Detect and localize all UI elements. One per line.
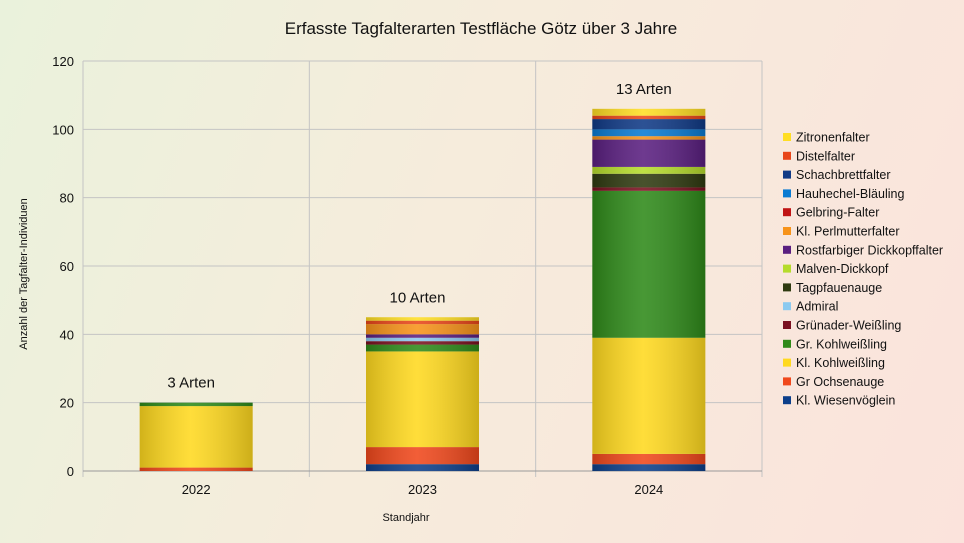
x-axis-label: Standjahr (382, 512, 429, 524)
bar-segment-shade (592, 187, 706, 191)
legend-swatch (783, 208, 791, 217)
y-tick-label: 40 (60, 327, 74, 342)
legend-swatch (783, 302, 791, 311)
bar-segment-shade (366, 464, 479, 471)
x-tick-label: 2024 (634, 482, 663, 497)
y-axis-label: Anzahl der Tagfalter-Individuen (18, 198, 30, 349)
legend-entry: Zitronenfalter (796, 131, 870, 145)
bar-segment-shade (366, 341, 479, 345)
y-tick-label: 120 (52, 54, 74, 69)
y-tick-label: 80 (60, 191, 74, 206)
bar-segment-shade (366, 324, 479, 335)
bar-segment-shade (366, 344, 479, 352)
bar-segment-shade (592, 337, 706, 454)
bar-segment-shade (592, 119, 706, 130)
legend-entry: Malven-Dickkopf (796, 262, 889, 276)
legend-entry: Gr. Kohlweißling (796, 337, 887, 351)
legend-entry: Kl. Kohlweißling (796, 356, 885, 370)
y-tick-label: 100 (52, 122, 74, 137)
bar-segment-shade (592, 108, 706, 116)
legend-entry: Tagpfauenauge (796, 281, 882, 295)
legend-swatch (783, 227, 791, 235)
bar-segment-shade (366, 334, 479, 338)
legend-swatch (783, 283, 791, 292)
bar-segment-shade (592, 115, 706, 120)
legend-entry: Schachbrettfalter (796, 168, 891, 182)
legend-swatch (783, 133, 791, 141)
legend-swatch (783, 339, 791, 348)
bar-segment-shade (592, 129, 706, 137)
legend-swatch (783, 189, 791, 198)
bar-segment-shade (366, 351, 479, 448)
legend-swatch (783, 151, 791, 160)
bar-segment-shade (592, 136, 706, 140)
legend-swatch (783, 245, 791, 254)
legend-entry: Gelbring-Falter (796, 206, 879, 220)
bar-segment-shade (366, 320, 479, 325)
legend-entry: Hauhechel-Bläuling (796, 187, 904, 201)
legend-entry: Admiral (796, 300, 838, 314)
legend-entry: Distelfalter (796, 149, 855, 163)
legend-swatch (783, 396, 791, 405)
y-tick-label: 0 (67, 464, 74, 479)
x-tick-label: 2023 (408, 482, 437, 497)
bar-segment-shade (592, 190, 706, 338)
plot-area: 0 20 40 60 80 100 120 2022 3 Arten 2023 10 Arten 20… (52, 54, 763, 497)
legend-swatch (783, 264, 791, 273)
bar-segment-shade (592, 453, 706, 465)
bar-segment-shade (592, 166, 706, 174)
bar-annotation: 3 Arten (167, 375, 215, 392)
legend-swatch (783, 321, 791, 329)
bar-annotation: 10 Arten (390, 289, 446, 306)
y-tick-label: 60 (60, 259, 74, 274)
bar-segment-shade (366, 317, 479, 321)
y-tick-label: 20 (60, 396, 74, 411)
bar-segment-shade (139, 467, 253, 471)
bar-segment-shade (592, 173, 706, 188)
legend-entry: Kl. Perlmutterfalter (796, 225, 900, 239)
x-tick-label: 2022 (182, 482, 211, 497)
bar-segment-shade (366, 447, 479, 465)
bar-segment-shade (139, 402, 253, 407)
legend-swatch (783, 358, 791, 367)
chart-title: Erfasste Tagfalterarten Testfläche Götz … (285, 19, 677, 38)
legend-swatch (783, 377, 791, 386)
bar-segment-shade (592, 464, 706, 471)
legend-swatch (783, 170, 791, 179)
bar-segment-shade (592, 139, 706, 167)
legend-entry: Grünader-Weißling (796, 319, 901, 333)
legend-entry: Rostfarbiger Dickkopffalter (796, 243, 943, 257)
bar-annotation: 13 Arten (616, 81, 672, 98)
legend-entry: Gr Ochsenauge (796, 375, 884, 389)
bar-segment-shade (366, 337, 479, 342)
bar-segment-shade (139, 406, 253, 468)
legend-entry: Kl. Wiesenvöglein (796, 394, 895, 408)
legend: Zitronenfalter Distelfalter Schachbrettfal… (783, 131, 943, 408)
